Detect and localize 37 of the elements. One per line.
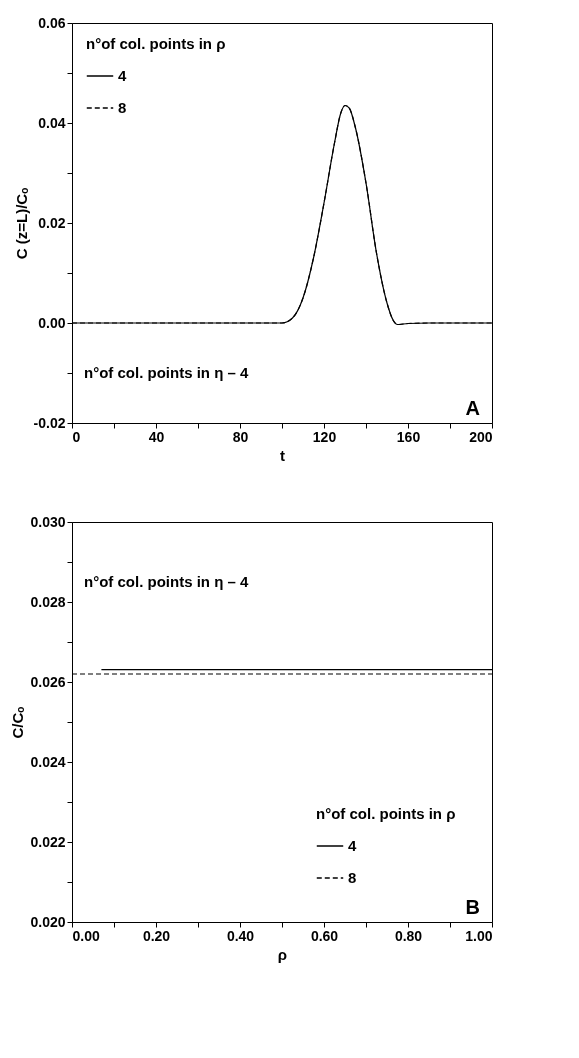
- annotation: n°of col. points in η – 4: [84, 364, 249, 381]
- x-tick-label: 120: [312, 428, 337, 445]
- x-axis-title: ρ: [277, 945, 288, 963]
- x-tick-label: 0.80: [394, 927, 423, 944]
- x-tick-label: 0.00: [72, 927, 100, 944]
- y-axis-title: C (z=L)/Cₒ: [12, 187, 30, 260]
- y-tick-label: 0.030: [30, 513, 66, 530]
- legend-label: 8: [118, 99, 127, 116]
- y-tick-label: 0.022: [30, 833, 66, 850]
- y-tick-label: 0.026: [30, 673, 66, 690]
- x-tick-label: 80: [232, 428, 249, 445]
- legend-label: 8: [348, 869, 357, 886]
- x-axis-title: t: [280, 446, 285, 464]
- x-tick-label: 0.20: [142, 927, 171, 944]
- x-tick-label: 0: [72, 428, 81, 445]
- y-tick-label: 0.06: [38, 14, 66, 31]
- y-tick-label: 0.02: [38, 214, 66, 231]
- annotation: A: [465, 397, 480, 419]
- legend-label: 4: [118, 67, 127, 84]
- y-tick-label: 0.020: [30, 913, 66, 930]
- x-tick-label: 200: [469, 428, 493, 445]
- y-tick-label: 0.024: [30, 753, 66, 770]
- x-tick-label: 0.40: [226, 927, 255, 944]
- legend-title: n°of col. points in ρ: [316, 805, 456, 822]
- y-axis-title: C/Cₒ: [9, 706, 27, 739]
- legend-title: n°of col. points in ρ: [86, 35, 226, 52]
- y-tick-label: 0.00: [38, 314, 66, 331]
- annotation: B: [465, 896, 480, 918]
- x-tick-label: 0.60: [310, 927, 339, 944]
- y-tick-label: -0.02: [33, 414, 66, 431]
- y-tick-label: 0.028: [30, 593, 66, 610]
- y-tick-label: 0.04: [38, 114, 66, 131]
- legend-label: 4: [348, 837, 357, 854]
- annotation: n°of col. points in η – 4: [84, 573, 249, 590]
- x-tick-label: 160: [396, 428, 421, 445]
- x-tick-label: 1.00: [465, 927, 493, 944]
- x-tick-label: 40: [148, 428, 165, 445]
